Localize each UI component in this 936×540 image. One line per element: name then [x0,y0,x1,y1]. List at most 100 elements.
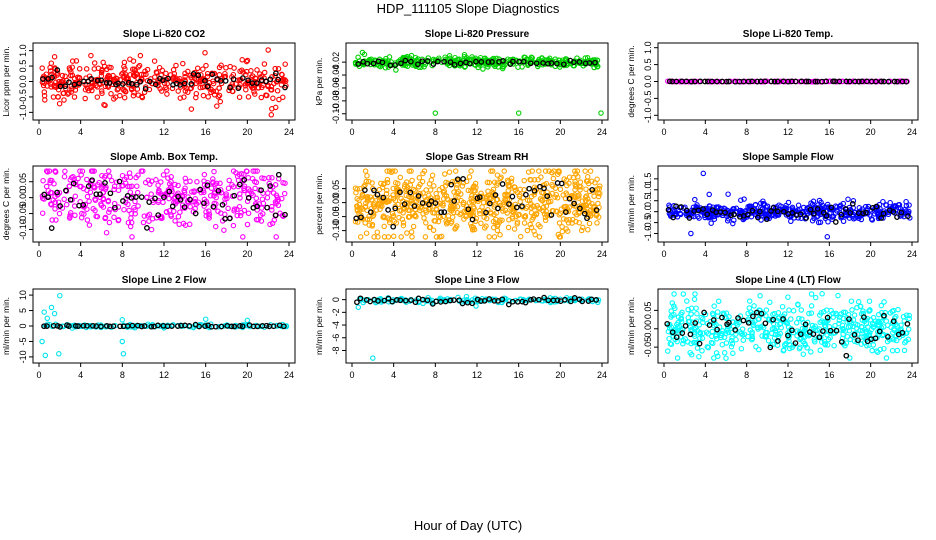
data-point [410,223,417,230]
data-point [533,210,540,217]
data-point [586,220,593,227]
data-point [837,202,844,209]
reference-point [823,78,830,85]
data-point [129,234,135,240]
data-point [94,94,101,100]
x-tick-label: 8 [744,249,749,259]
reference-point [429,301,436,307]
data-point [258,94,265,101]
reference-point [505,301,512,308]
data-point [880,198,886,205]
y-tick-label: 1.0 [643,41,653,54]
reference-point [222,78,229,84]
reference-point [230,76,237,83]
reference-point [812,78,819,85]
reference-point [282,211,288,218]
reference-point [57,203,63,209]
reference-point [424,58,431,64]
data-point [749,333,755,340]
data-point [107,206,113,213]
data-point [521,177,527,184]
x-tick-label: 24 [284,370,294,380]
y-tick-label: -0.5 [18,89,28,105]
data-point [718,332,725,339]
x-tick-label: 24 [907,370,917,380]
x-tick-label: 12 [472,249,482,259]
panel-title: Slope Li-820 Pressure [425,29,530,40]
data-point [769,326,776,332]
data-point [356,201,363,208]
reference-point [872,335,879,342]
data-point [52,168,58,174]
data-point [848,298,855,304]
data-point [564,182,570,189]
data-point [180,60,186,67]
data-point [259,196,266,202]
reference-point [885,333,891,340]
data-point [250,168,256,174]
data-point [267,221,273,228]
x-tick-label: 16 [201,127,211,137]
data-point [404,200,410,207]
data-point [549,190,555,197]
data-point [171,70,178,77]
data-point [402,181,408,188]
data-point [723,310,730,316]
reference-point [451,61,458,68]
reference-point [509,298,516,305]
y-tick-label: -0.05 [643,337,653,358]
data-point [442,171,448,177]
x-tick-label: 12 [159,249,169,259]
data-point [825,219,831,225]
data-point [223,193,229,199]
data-point [881,299,887,305]
data-point [557,186,564,193]
data-point [889,347,896,354]
data-point [40,177,46,184]
data-point [499,217,505,223]
data-point [426,181,433,187]
data-point [188,106,195,112]
data-point [573,212,580,218]
reference-point [367,209,374,215]
data-point [679,326,686,333]
reference-point [196,323,202,330]
reference-point [424,297,431,304]
data-point [808,349,814,355]
data-point [416,175,423,181]
reference-point [560,61,567,68]
reference-point [726,319,732,326]
data-point [119,172,126,179]
reference-point [530,296,537,302]
y-axis-label: Licor ppm per min. [1,46,11,116]
data-point [432,218,439,224]
reference-point [827,327,834,334]
data-point [711,216,718,222]
reference-point [62,83,69,90]
reference-point [531,187,538,194]
data-point [268,83,275,90]
data-point [215,324,222,330]
reference-point [165,75,171,82]
reference-point [838,338,845,345]
reference-point [364,60,371,67]
reference-point [767,344,774,351]
y-axis-label: kPa per min. [314,58,324,106]
data-point [669,312,675,318]
data-point [454,56,461,63]
data-point [788,316,794,322]
data-point [379,198,385,204]
data-point [370,210,377,216]
reference-point [492,192,499,198]
data-point [481,214,487,220]
reference-point [714,326,720,333]
data-point [254,67,260,73]
reference-point [218,323,225,330]
data-point [185,68,191,75]
reference-point [181,204,188,210]
outlier-point [432,110,439,116]
data-point [852,209,859,216]
data-point [241,171,247,178]
data-point [491,179,498,186]
reference-point [843,78,850,85]
